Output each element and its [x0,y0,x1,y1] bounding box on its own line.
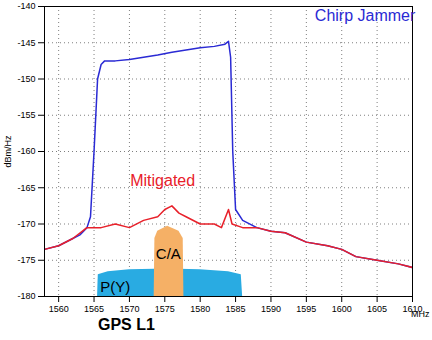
svg-text:-140: -140 [17,1,35,11]
svg-text:-170: -170 [17,219,35,229]
svg-text:-160: -160 [17,146,35,156]
svg-text:1590: 1590 [261,304,281,314]
svg-text:1580: 1580 [190,304,210,314]
svg-text:C/A: C/A [156,245,181,262]
svg-text:dBm/Hz: dBm/Hz [3,135,13,168]
svg-text:-165: -165 [17,183,35,193]
svg-text:1560: 1560 [49,304,69,314]
svg-text:1570: 1570 [119,304,139,314]
svg-text:1565: 1565 [84,304,104,314]
svg-text:Chirp Jammer: Chirp Jammer [315,7,416,24]
svg-text:-180: -180 [17,291,35,301]
svg-text:-155: -155 [17,110,35,120]
svg-text:MHz: MHz [411,309,430,319]
svg-text:P(Y): P(Y) [100,278,130,295]
svg-text:-175: -175 [17,255,35,265]
html-text:GPS L1: GPS L1 [98,316,155,333]
svg-text:1595: 1595 [296,304,316,314]
svg-text:1605: 1605 [367,304,387,314]
svg-text:Mitigated: Mitigated [130,172,195,189]
svg-text:1575: 1575 [155,304,175,314]
svg-text:1585: 1585 [226,304,246,314]
svg-text:-145: -145 [17,38,35,48]
svg-text:1600: 1600 [332,304,352,314]
svg-text:-150: -150 [17,74,35,84]
